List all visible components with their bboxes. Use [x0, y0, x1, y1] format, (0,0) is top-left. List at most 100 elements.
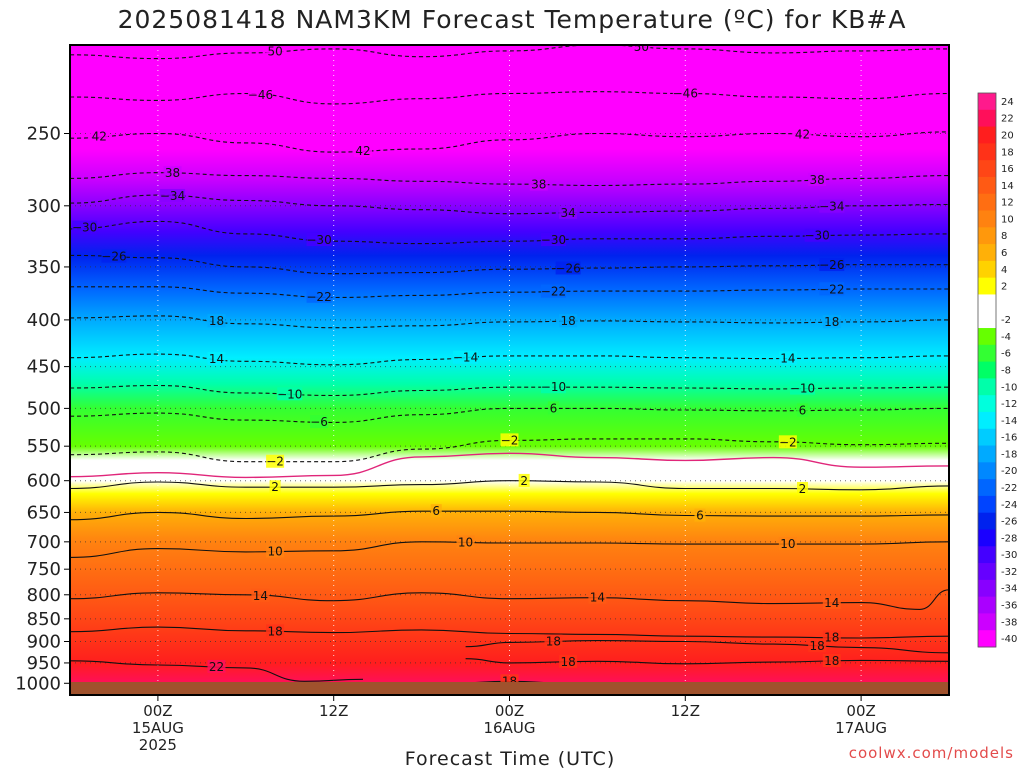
colorbar-swatch [978, 176, 996, 195]
contour-label-bg [269, 480, 281, 494]
colorbar-swatch [978, 294, 996, 312]
contour-label-bg [694, 508, 706, 522]
y-tick-label: 1000 [15, 673, 61, 694]
colorbar-label: -18 [1001, 449, 1017, 460]
contour-label: −46 [673, 86, 698, 100]
contour-line [70, 91, 949, 105]
contour-label-bg [540, 284, 566, 298]
contour-line [70, 220, 949, 245]
colorbar-swatch [978, 579, 996, 598]
colorbar-label: -14 [1001, 416, 1017, 427]
colorbar-swatch [978, 613, 996, 631]
contour-label-bg [207, 351, 226, 365]
gridlines [70, 45, 949, 695]
x-tick-label: 00Z [846, 702, 875, 720]
colorbar-swatch [978, 361, 996, 379]
contour-label-bg [72, 220, 98, 234]
contour-line [70, 510, 949, 521]
y-tick-label: 550 [27, 436, 61, 457]
x-tick-label: 16AUG [484, 719, 536, 737]
contour-label: 18 [209, 314, 224, 328]
contour-label-bg [547, 401, 559, 415]
credit-link[interactable]: coolwx.com/models [849, 744, 1014, 762]
contour-label-bg [266, 454, 285, 468]
contour-line [70, 452, 949, 479]
contour-label-bg [101, 249, 127, 263]
contour-label: 50 [267, 45, 282, 59]
colorbar-label: 6 [1001, 248, 1007, 259]
contour-label-bg [790, 381, 815, 395]
contour-label-bg [819, 258, 845, 272]
contour-label: −2 [501, 433, 519, 447]
contour-label: 6 [799, 403, 807, 417]
colorbar-swatch [978, 193, 996, 212]
contour-label: −10 [277, 387, 302, 401]
colorbar-swatch [978, 462, 996, 480]
contour-label-bg [822, 315, 841, 329]
contour-label-bg [207, 314, 226, 328]
contour-label: −22 [541, 285, 566, 299]
colorbar-swatch [978, 596, 996, 614]
contour-label: −26 [819, 258, 844, 272]
contour-label: 38 [165, 166, 180, 180]
contour-label-bg [306, 289, 332, 303]
colorbar: 24 22 20 18 16 14 12 10 8 6 4 2 -2 -4 -6 -8 -10 -12 -14 -16… [977, 92, 1017, 648]
contour-label: 18 [824, 654, 839, 668]
contour-label: 34 [560, 206, 575, 220]
colorbar-label: -4 [1001, 332, 1011, 343]
y-axis: 2503003504004505005506006507007508008509… [15, 123, 70, 694]
contour-line [70, 660, 364, 682]
colorbar-label: -12 [1001, 399, 1017, 410]
contour-label-bg [544, 634, 563, 648]
contour-label-bg [822, 595, 841, 609]
colorbar-label: -30 [1001, 550, 1017, 561]
contour-label-bg [555, 261, 581, 275]
colorbar-label: 8 [1001, 231, 1007, 242]
contour-line [465, 658, 949, 665]
contour-label: −34 [819, 200, 844, 214]
contour-label: 2 [520, 474, 528, 488]
chart-title: 2025081418 NAM3KM Forecast Temperature (… [118, 5, 907, 34]
x-tick-label: 12Z [319, 702, 348, 720]
y-tick-label: 500 [27, 398, 61, 419]
y-tick-label: 350 [27, 257, 61, 278]
contour-label: 50 [634, 40, 649, 54]
colorbar-swatch [978, 495, 996, 514]
colorbar-label: 12 [1001, 198, 1014, 209]
contour-label: −22 [306, 290, 331, 304]
colorbar-swatch [978, 277, 996, 295]
contour-line [465, 640, 949, 654]
contour-label: 2 [799, 482, 807, 496]
colorbar-label: -16 [1001, 433, 1017, 444]
contour-label: −34 [160, 189, 185, 203]
x-tick-label: 17AUG [835, 719, 887, 737]
contour-lines: 50 50 −46 −46 42 42 42 38 38 38 −34 34 −34 −30 −30 −30 −… [70, 40, 949, 688]
colorbar-label: -26 [1001, 517, 1017, 528]
y-tick-label: 850 [27, 609, 61, 630]
contour-label-bg [430, 504, 442, 518]
colorbar-label: -20 [1001, 466, 1017, 477]
contour-label-bg [266, 624, 285, 638]
contour-label-bg [778, 351, 797, 365]
contour-label-bg [632, 45, 651, 53]
colorbar-label: 10 [1001, 214, 1014, 225]
x-tick-label: 15AUG [132, 719, 184, 737]
colorbar-label: -10 [1001, 382, 1017, 393]
colorbar-label: -38 [1001, 617, 1017, 628]
contour-label: −30 [72, 221, 97, 235]
x-tick-label: 12Z [671, 702, 700, 720]
contour-label: 42 [795, 128, 810, 142]
contour-label: 10 [267, 545, 282, 559]
contour-label: 2 [271, 480, 279, 494]
y-tick-label: 650 [27, 502, 61, 523]
contour-label: 38 [531, 178, 546, 192]
contour-label: 14 [780, 351, 795, 365]
contour-label-bg [163, 166, 182, 180]
contour-label-bg [518, 473, 530, 487]
contour-label: 22 [209, 660, 224, 674]
colorbar-label: 4 [1001, 265, 1007, 276]
contour-label-bg [500, 433, 519, 447]
contour-label-bg [306, 232, 332, 246]
contour-label: −26 [555, 261, 580, 275]
